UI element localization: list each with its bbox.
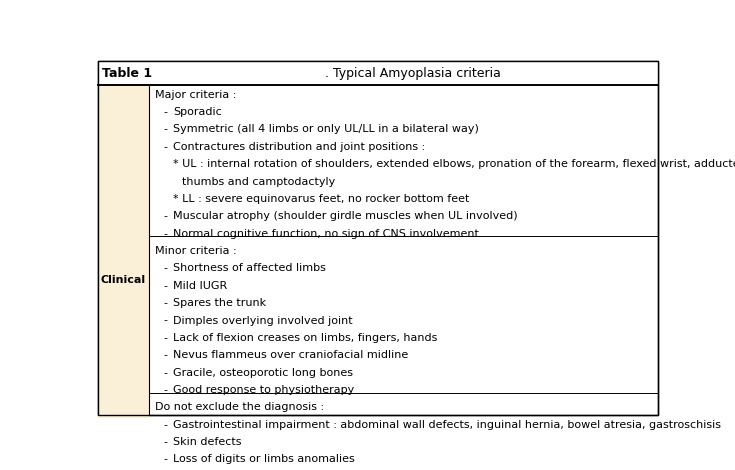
Text: -: -: [163, 125, 168, 134]
Text: Lack of flexion creases on limbs, fingers, hands: Lack of flexion creases on limbs, finger…: [173, 333, 437, 343]
Text: -: -: [163, 315, 168, 326]
Text: Shortness of affected limbs: Shortness of affected limbs: [173, 263, 326, 274]
Text: Spares the trunk: Spares the trunk: [173, 298, 266, 308]
Text: Major criteria :: Major criteria :: [155, 90, 236, 100]
Text: -: -: [163, 229, 168, 239]
Text: Contractures distribution and joint positions :: Contractures distribution and joint posi…: [173, 142, 426, 152]
Text: -: -: [163, 263, 168, 274]
Text: Minor criteria :: Minor criteria :: [155, 246, 237, 256]
Text: -: -: [163, 368, 168, 377]
Text: Loss of digits or limbs anomalies: Loss of digits or limbs anomalies: [173, 454, 355, 464]
Text: -: -: [163, 385, 168, 395]
Text: -: -: [163, 350, 168, 360]
Text: Muscular atrophy (shoulder girdle muscles when UL involved): Muscular atrophy (shoulder girdle muscle…: [173, 212, 517, 221]
Text: Do not exclude the diagnosis :: Do not exclude the diagnosis :: [155, 402, 324, 412]
Text: -: -: [163, 454, 168, 464]
Text: Clinical: Clinical: [101, 274, 146, 285]
Text: Gastrointestinal impairment : abdominal wall defects, inguinal hernia, bowel atr: Gastrointestinal impairment : abdominal …: [173, 420, 721, 430]
Text: Gracile, osteoporotic long bones: Gracile, osteoporotic long bones: [173, 368, 353, 377]
Text: Good response to physiotherapy: Good response to physiotherapy: [173, 385, 354, 395]
Text: Table 1: Table 1: [102, 67, 152, 79]
Bar: [98, 86, 149, 470]
Text: -: -: [163, 298, 168, 308]
Text: -: -: [163, 333, 168, 343]
Text: -: -: [163, 420, 168, 430]
Text: Symmetric (all 4 limbs or only UL/LL in a bilateral way): Symmetric (all 4 limbs or only UL/LL in …: [173, 125, 479, 134]
Text: . Typical Amyoplasia criteria: . Typical Amyoplasia criteria: [325, 67, 501, 79]
Text: thumbs and camptodactyly: thumbs and camptodactyly: [182, 177, 335, 187]
Text: Mild IUGR: Mild IUGR: [173, 281, 227, 291]
Text: Nevus flammeus over craniofacial midline: Nevus flammeus over craniofacial midline: [173, 350, 408, 360]
Text: Dimples overlying involved joint: Dimples overlying involved joint: [173, 315, 353, 326]
Text: -: -: [163, 281, 168, 291]
Text: Sporadic: Sporadic: [173, 107, 222, 117]
Text: -: -: [163, 142, 168, 152]
Text: Normal cognitive function, no sign of CNS involvement: Normal cognitive function, no sign of CN…: [173, 229, 479, 239]
Text: -: -: [163, 212, 168, 221]
Text: -: -: [163, 107, 168, 117]
Text: Skin defects: Skin defects: [173, 437, 242, 447]
Bar: [98, 61, 658, 86]
Text: -: -: [163, 437, 168, 447]
Text: * UL : internal rotation of shoulders, extended elbows, pronation of the forearm: * UL : internal rotation of shoulders, e…: [173, 159, 735, 169]
Text: * LL : severe equinovarus feet, no rocker bottom feet: * LL : severe equinovarus feet, no rocke…: [173, 194, 470, 204]
